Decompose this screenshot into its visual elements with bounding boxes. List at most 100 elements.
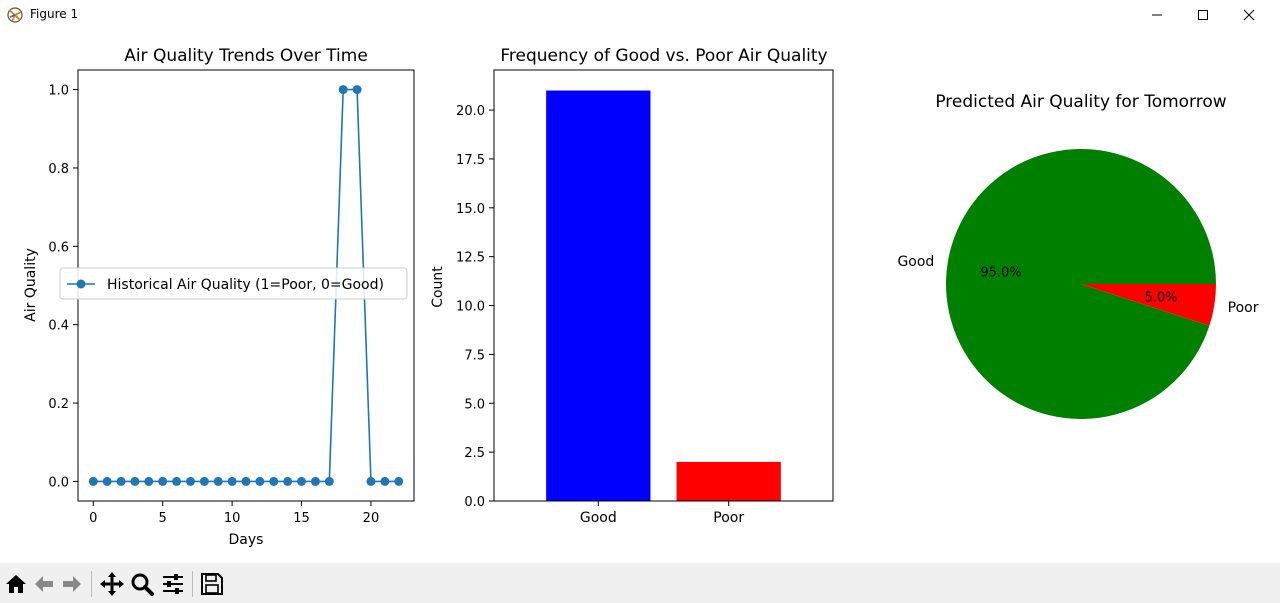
data-point (130, 476, 140, 486)
legend-box (59, 267, 408, 300)
line-chart: Air Quality Trends Over Time 0 5 10 15 20 0.… (23, 46, 415, 548)
navigation-toolbar (0, 563, 1280, 603)
bar-chart-xticks: Good Poor (580, 501, 744, 526)
line-chart-legend: Historical Air Quality (1=Poor, 0=Good) (59, 267, 408, 300)
y-tick-label: 0.6 (48, 240, 69, 255)
y-tick-label: 2.5 (464, 446, 485, 461)
bar-chart-ylabel: Count (430, 266, 446, 308)
forward-button[interactable] (59, 571, 85, 597)
data-point (310, 476, 320, 486)
configure-subplots-button[interactable] (160, 571, 186, 597)
window-titlebar: Figure 1 (0, 0, 1280, 30)
data-point (380, 476, 390, 486)
pan-button[interactable] (99, 571, 125, 597)
data-point (366, 476, 376, 486)
figure-svg: Air Quality Trends Over Time 0 5 10 15 20 0.… (23, 46, 1259, 548)
data-point (241, 476, 251, 486)
x-tick-label: Good (580, 510, 617, 526)
line-chart-xlabel: Days (229, 532, 264, 548)
maximize-icon (1198, 10, 1208, 20)
legend-marker-swatch (76, 279, 86, 289)
pie-label-poor: Poor (1228, 300, 1259, 316)
minimize-icon (1152, 14, 1162, 16)
data-point (88, 476, 98, 486)
data-point (116, 476, 126, 486)
data-point (269, 476, 279, 486)
minimize-button[interactable] (1134, 0, 1180, 30)
data-point (255, 476, 265, 486)
pie-chart: Predicted Air Quality for Tomorrow Good 9… (897, 92, 1259, 419)
x-tick-label: 20 (363, 511, 380, 526)
y-tick-label: 12.5 (456, 251, 485, 266)
save-icon (201, 573, 223, 595)
bar-chart: Frequency of Good vs. Poor Air Quality G… (430, 46, 834, 526)
pie-chart-title: Predicted Air Quality for Tomorrow (935, 92, 1226, 112)
data-point (283, 476, 293, 486)
data-point (144, 476, 154, 486)
data-point (172, 476, 182, 486)
line-chart-title: Air Quality Trends Over Time (124, 46, 368, 66)
pie-chart-slices: Good 95.0% Poor 5.0% (897, 148, 1259, 419)
data-point (199, 476, 209, 486)
zoom-icon (131, 573, 154, 596)
y-tick-label: 10.0 (456, 300, 485, 315)
data-point (213, 476, 223, 486)
x-tick-label: 0 (89, 511, 97, 526)
pie-slice-poor (1081, 284, 1216, 326)
data-point (185, 476, 195, 486)
pan-icon (100, 572, 124, 596)
bar-chart-title: Frequency of Good vs. Poor Air Quality (500, 46, 827, 66)
toolbar-separator (192, 571, 193, 597)
y-tick-label: 17.5 (456, 153, 485, 168)
y-tick-label: 0.0 (48, 475, 69, 490)
save-button[interactable] (199, 571, 225, 597)
bar-poor (676, 461, 781, 501)
y-tick-label: 5.0 (464, 397, 485, 412)
close-button[interactable] (1226, 0, 1272, 30)
y-tick-label: 0.4 (48, 319, 69, 334)
y-tick-label: 7.5 (464, 348, 485, 363)
line-chart-ylabel: Air Quality (23, 248, 39, 322)
x-tick-label: 5 (159, 511, 167, 526)
data-point (338, 85, 348, 95)
forward-arrow-icon (63, 576, 81, 592)
y-tick-label: 0.8 (48, 162, 69, 177)
data-point (352, 85, 362, 95)
bar-chart-frame (493, 69, 834, 502)
data-point (324, 476, 334, 486)
data-point (158, 476, 168, 486)
data-point (394, 476, 404, 486)
line-chart-yticks: 0.0 0.2 0.4 0.6 0.8 1.0 (48, 84, 78, 490)
back-button[interactable] (31, 571, 57, 597)
y-tick-label: 15.0 (456, 202, 485, 217)
x-tick-label: 15 (293, 511, 310, 526)
pie-pct-poor: 5.0% (1144, 291, 1177, 306)
home-button[interactable] (3, 571, 29, 597)
zoom-button[interactable] (129, 571, 155, 597)
line-chart-marks (88, 85, 404, 486)
pie-pct-good: 95.0% (980, 265, 1021, 280)
data-point (227, 476, 237, 486)
toolbar-separator (91, 571, 92, 597)
y-tick-label: 1.0 (48, 84, 69, 99)
data-point (102, 476, 112, 486)
y-tick-label: 20.0 (456, 104, 485, 119)
figure-canvas: Air Quality Trends Over Time 0 5 10 15 20 0.… (0, 30, 1280, 563)
x-tick-label: 10 (224, 511, 241, 526)
maximize-button[interactable] (1180, 0, 1226, 30)
bar-chart-bars (546, 90, 781, 502)
legend-label: Historical Air Quality (1=Poor, 0=Good) (107, 277, 384, 293)
x-tick-label: Poor (713, 510, 744, 526)
y-tick-label: 0.0 (464, 495, 485, 510)
configure-subplots-icon (163, 574, 183, 594)
window-title: Figure 1 (30, 7, 79, 21)
matplotlib-logo-icon (6, 6, 24, 24)
bar-good (546, 90, 651, 502)
line-chart-xticks: 0 5 10 15 20 (89, 501, 379, 526)
home-icon (6, 575, 26, 593)
y-tick-label: 0.2 (48, 397, 69, 412)
pie-slice-good (945, 148, 1217, 419)
bar-chart-yticks: 0.0 2.5 5.0 7.5 10.0 12.5 15.0 17.5 20.0 (456, 104, 494, 510)
data-point (297, 476, 307, 486)
close-icon (1243, 9, 1255, 21)
